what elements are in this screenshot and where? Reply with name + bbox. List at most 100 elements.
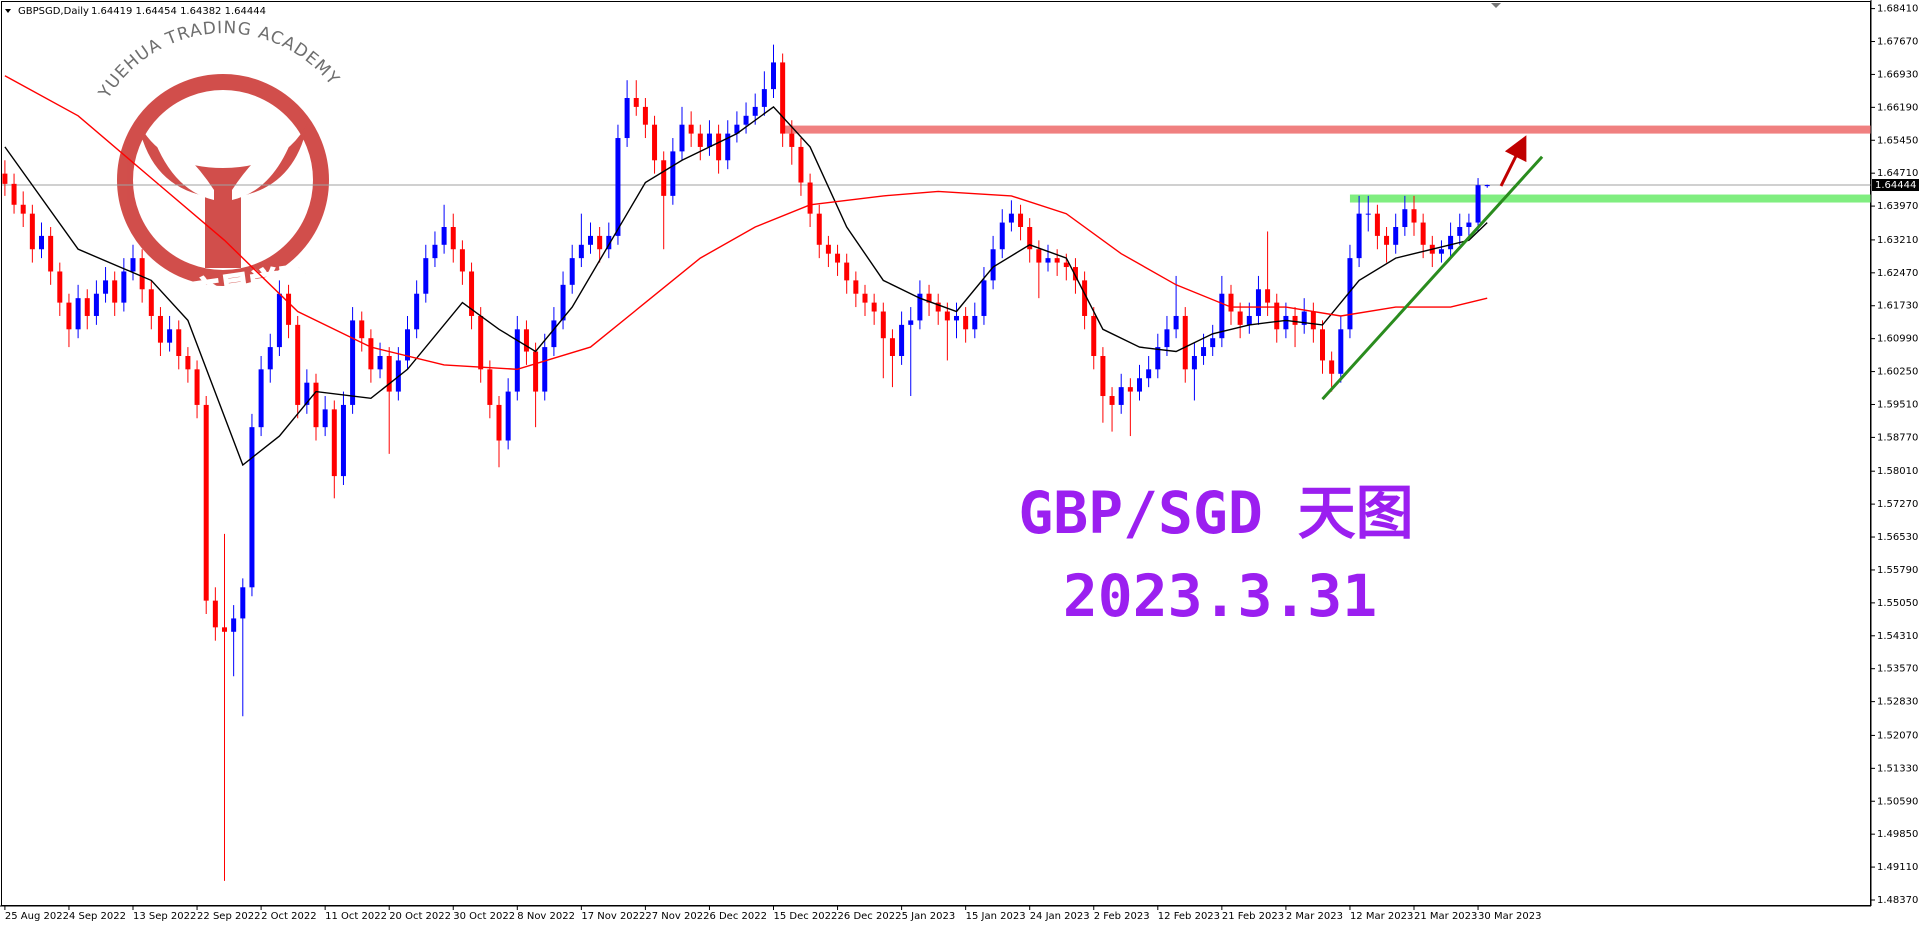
candle-body xyxy=(286,293,292,325)
y-tick-label: 1.57270 xyxy=(1877,499,1918,510)
candle-body xyxy=(295,324,301,405)
candle-body xyxy=(75,298,81,330)
candle-body xyxy=(1402,209,1408,228)
candle-body xyxy=(706,133,712,147)
candle-body xyxy=(880,311,886,339)
candle-body xyxy=(48,235,54,272)
candle-body xyxy=(1045,258,1051,263)
candle-body xyxy=(871,302,877,312)
candle-body xyxy=(771,62,776,90)
candle-body xyxy=(1155,347,1161,370)
y-tick-label: 1.55790 xyxy=(1877,565,1918,576)
x-tick-label: 15 Jan 2023 xyxy=(966,911,1026,922)
candle-body xyxy=(340,404,346,477)
x-tick-label: 13 Sep 2022 xyxy=(133,911,196,922)
logo-inner xyxy=(150,128,296,200)
candle-body xyxy=(615,138,621,236)
direction-arrow xyxy=(1499,135,1527,187)
candle-body xyxy=(652,124,658,161)
candle-body xyxy=(661,160,667,196)
candle-body xyxy=(1329,360,1335,374)
candle-body xyxy=(1018,213,1024,228)
candle-body xyxy=(743,115,749,125)
y-tick-label: 1.66190 xyxy=(1877,102,1918,113)
candle-body xyxy=(514,329,520,392)
trendline xyxy=(1321,155,1544,401)
candle-body xyxy=(981,280,987,316)
candle-body xyxy=(642,106,648,125)
candle-body xyxy=(908,320,914,325)
candle-body xyxy=(405,329,410,361)
candle-body xyxy=(597,235,603,250)
candle-body xyxy=(1063,262,1069,268)
candle-body xyxy=(679,124,685,152)
candle-body xyxy=(240,587,246,619)
x-tick-label: 27 Nov 2022 xyxy=(645,911,709,922)
candle-body xyxy=(835,253,841,263)
candle-body xyxy=(258,369,264,428)
candle-body xyxy=(331,409,337,477)
candle-body xyxy=(588,235,593,245)
y-tick-label: 1.60990 xyxy=(1877,334,1918,345)
candle-body xyxy=(1365,213,1371,215)
candle-body xyxy=(1384,235,1390,245)
y-tick-label: 1.55050 xyxy=(1877,598,1918,609)
candle-body xyxy=(1448,235,1454,250)
candle-body xyxy=(1338,329,1344,374)
candle-body xyxy=(66,302,72,330)
candle-body xyxy=(1310,311,1316,330)
candle-body xyxy=(862,293,868,303)
candle-body xyxy=(185,355,191,370)
quote: 1.64419 1.64454 1.64382 1.64444 xyxy=(91,6,266,17)
x-tick-label: 2 Oct 2022 xyxy=(261,911,316,922)
x-tick-label: 30 Oct 2022 xyxy=(453,911,515,922)
candle-body xyxy=(130,258,136,272)
candle-body xyxy=(267,347,273,370)
candle-body xyxy=(1255,289,1261,316)
y-tick-label: 1.63970 xyxy=(1877,201,1918,212)
y-tick-label: 1.60250 xyxy=(1877,367,1918,378)
x-tick-label: 22 Sep 2022 xyxy=(197,911,260,922)
candle-body xyxy=(1228,293,1234,312)
candle-body xyxy=(1475,185,1481,223)
candle-body xyxy=(1191,355,1197,370)
candle-body xyxy=(990,249,996,281)
candle-body xyxy=(789,133,795,147)
x-tick-label: 17 Nov 2022 xyxy=(581,911,645,922)
candle-body xyxy=(761,89,767,107)
candle-body xyxy=(1109,396,1115,405)
candle-body xyxy=(39,235,44,250)
candle-body xyxy=(780,62,786,134)
candle-body xyxy=(1393,227,1399,245)
candle-body xyxy=(11,183,17,205)
y-tick-label: 1.63210 xyxy=(1877,235,1918,246)
candle-body xyxy=(368,338,374,370)
x-tick-label: 6 Dec 2022 xyxy=(709,911,767,922)
y-tick-label: 1.53570 xyxy=(1877,664,1918,675)
x-tick-label: 26 Dec 2022 xyxy=(838,911,902,922)
candle-body xyxy=(899,324,905,356)
shift-marker xyxy=(1491,3,1501,8)
candle-body xyxy=(450,227,456,250)
candle-body xyxy=(1292,315,1298,325)
candle-body xyxy=(1466,222,1472,228)
y-tick-label: 1.58770 xyxy=(1877,432,1918,443)
candle-body xyxy=(1347,258,1353,330)
candle-body xyxy=(688,124,694,134)
candle-body xyxy=(1265,289,1271,303)
candle-body xyxy=(1219,293,1225,339)
y-tick-label: 1.48370 xyxy=(1877,895,1918,906)
candle-body xyxy=(1283,315,1289,330)
candle-body xyxy=(20,204,26,214)
y-tick-label: 1.64710 xyxy=(1877,168,1918,179)
x-tick-label: 21 Mar 2023 xyxy=(1414,911,1477,922)
candle-body xyxy=(93,293,99,316)
candle-body xyxy=(1164,329,1170,348)
candle-body xyxy=(1008,213,1014,223)
candle-body xyxy=(578,244,584,259)
candle-body xyxy=(112,280,118,303)
candle-body xyxy=(1274,302,1280,330)
candle-body xyxy=(1301,311,1307,325)
candle-body xyxy=(825,244,831,254)
